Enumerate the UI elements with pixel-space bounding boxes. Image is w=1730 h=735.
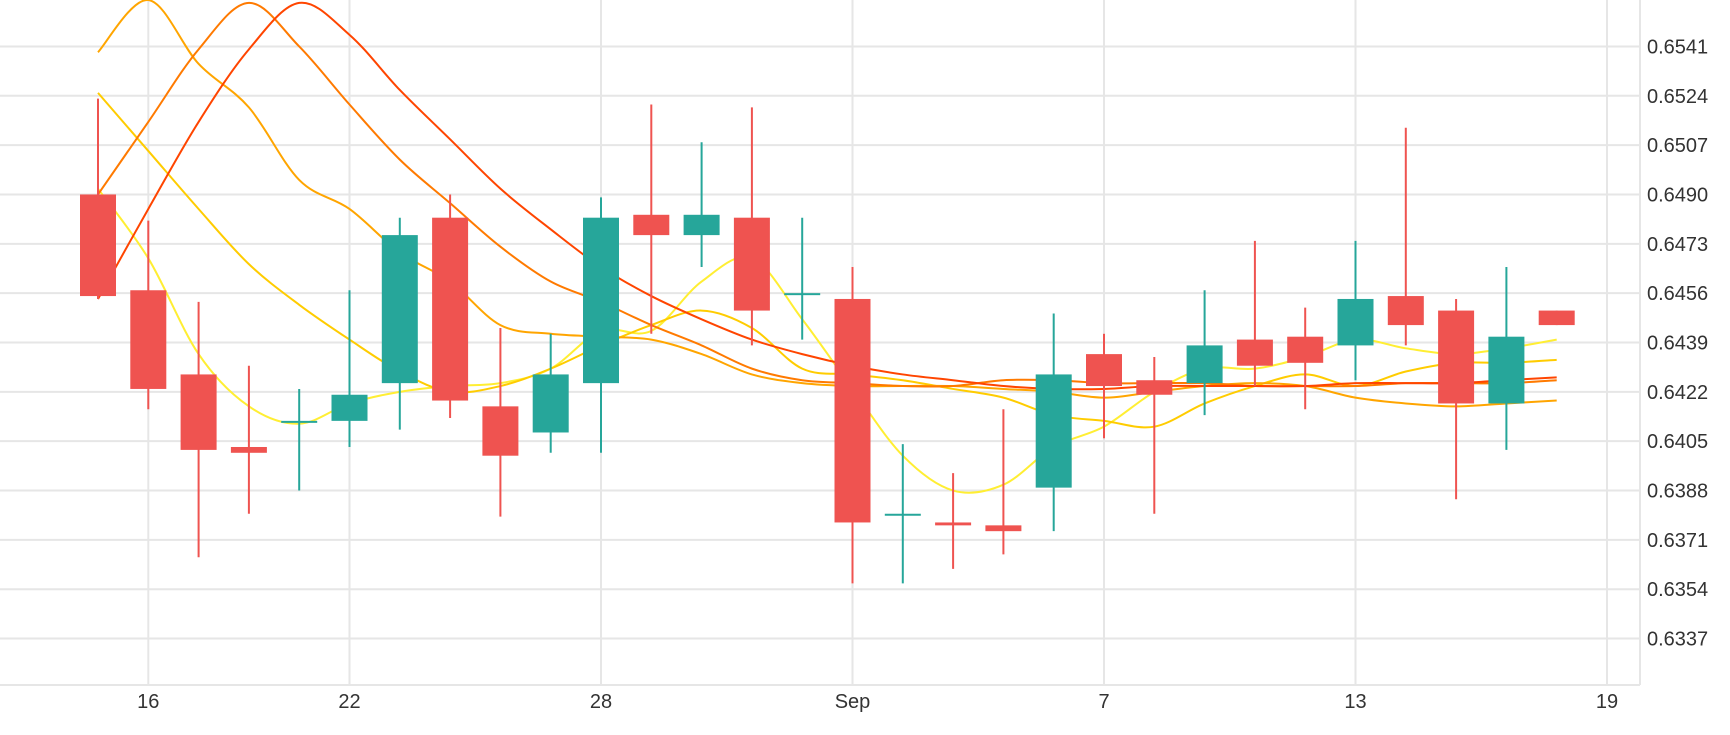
candle-body bbox=[1337, 298, 1374, 346]
candle bbox=[180, 301, 217, 558]
x-tick-label: 13 bbox=[1344, 691, 1366, 713]
candle-body bbox=[532, 374, 569, 433]
candle bbox=[1438, 298, 1475, 500]
candle-body bbox=[633, 214, 670, 236]
candle bbox=[80, 98, 116, 299]
candle bbox=[784, 217, 821, 340]
candle bbox=[1035, 313, 1072, 532]
candle-body bbox=[1387, 296, 1424, 326]
candle bbox=[230, 365, 267, 514]
candle bbox=[834, 267, 871, 584]
y-tick-label: 0.6541 bbox=[1647, 36, 1708, 58]
candle bbox=[1538, 310, 1575, 326]
overlay-line-2 bbox=[97, 92, 1557, 429]
candle bbox=[432, 194, 469, 418]
candle-body bbox=[130, 290, 167, 389]
y-tick-label: 0.6456 bbox=[1647, 283, 1708, 305]
candle bbox=[935, 473, 972, 569]
candle-body bbox=[935, 522, 972, 526]
y-tick-label: 0.6473 bbox=[1647, 234, 1708, 256]
y-tick-label: 0.6337 bbox=[1647, 629, 1708, 651]
candle bbox=[482, 327, 519, 517]
y-tick-label: 0.6507 bbox=[1647, 135, 1708, 157]
candle bbox=[884, 444, 921, 584]
candle-body bbox=[331, 394, 368, 421]
candle-body bbox=[1236, 339, 1273, 366]
candle-body bbox=[180, 374, 217, 450]
candle-body bbox=[1186, 345, 1223, 384]
candle-body bbox=[683, 214, 720, 236]
candle bbox=[1488, 267, 1525, 450]
candle-body bbox=[784, 293, 821, 296]
candle-body bbox=[281, 420, 318, 423]
x-tick-label: Sep bbox=[835, 691, 871, 713]
candle bbox=[381, 217, 418, 430]
candle bbox=[1186, 290, 1223, 416]
candle bbox=[281, 388, 318, 491]
y-tick-label: 0.6422 bbox=[1647, 382, 1708, 404]
candle bbox=[532, 333, 569, 453]
candle-body bbox=[1136, 380, 1173, 395]
overlay-lines bbox=[97, 0, 1557, 494]
candle-body bbox=[583, 217, 619, 384]
candle-body bbox=[733, 217, 770, 311]
x-axis: 162228Sep7131924 bbox=[137, 691, 1618, 713]
y-tick-label: 0.6490 bbox=[1647, 184, 1708, 206]
candle bbox=[633, 104, 670, 334]
candle-body bbox=[1438, 310, 1475, 404]
candle bbox=[1236, 240, 1273, 387]
x-tick-label: 28 bbox=[590, 691, 612, 713]
x-tick-label: 22 bbox=[338, 691, 360, 713]
candle-body bbox=[1086, 354, 1122, 387]
candle-body bbox=[985, 525, 1022, 532]
candle-body bbox=[1287, 336, 1324, 363]
x-tick-label: 19 bbox=[1596, 691, 1618, 713]
y-tick-label: 0.6405 bbox=[1647, 431, 1708, 453]
candle bbox=[583, 197, 619, 453]
candle-body bbox=[482, 406, 519, 456]
candle-body bbox=[1488, 336, 1525, 404]
y-tick-label: 0.6354 bbox=[1647, 579, 1708, 601]
candle bbox=[733, 107, 770, 346]
candles bbox=[80, 98, 1575, 584]
candle bbox=[1287, 307, 1324, 410]
y-axis: 0.6541 0.6524 0.6507 0.6490 0.6473 0.6456 0.64… bbox=[1647, 36, 1708, 650]
x-tick-label: 16 bbox=[137, 691, 159, 713]
candle bbox=[985, 409, 1022, 555]
candle bbox=[683, 142, 720, 268]
x-tick-label: 7 bbox=[1098, 691, 1109, 713]
candle-body bbox=[1538, 310, 1575, 326]
candle-body bbox=[884, 513, 921, 516]
y-tick-label: 0.6439 bbox=[1647, 333, 1708, 355]
candle bbox=[130, 220, 167, 410]
candle bbox=[1086, 333, 1122, 439]
y-tick-label: 0.6371 bbox=[1647, 530, 1708, 552]
candle-body bbox=[432, 217, 469, 401]
y-tick-label: 0.6388 bbox=[1647, 481, 1708, 503]
y-tick-label: 0.6524 bbox=[1647, 86, 1708, 108]
candle-body bbox=[230, 446, 267, 453]
candle-body bbox=[1035, 374, 1072, 488]
candle bbox=[1136, 357, 1173, 514]
candle bbox=[1337, 240, 1374, 381]
candle-body bbox=[80, 194, 116, 297]
candle-body bbox=[834, 298, 871, 523]
candle bbox=[331, 290, 368, 447]
candle-body bbox=[381, 235, 418, 384]
candle bbox=[1387, 127, 1424, 346]
